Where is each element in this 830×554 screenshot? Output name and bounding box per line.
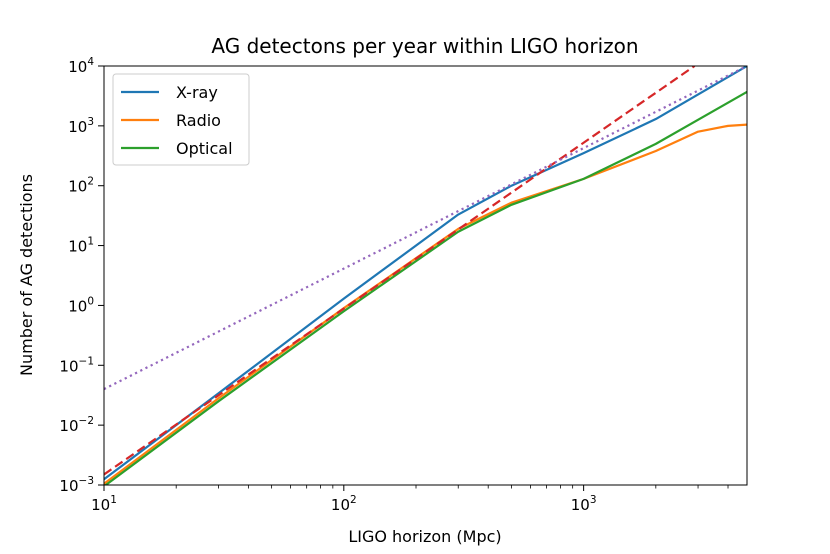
series-line-dashed-3 xyxy=(104,66,696,476)
legend: X-ray Radio Optical xyxy=(112,73,250,166)
plot-frame xyxy=(103,65,748,486)
y-tick-label: 100 xyxy=(68,295,94,315)
y-axis-label: Number of AG detections xyxy=(17,174,36,376)
series-layer xyxy=(104,66,747,485)
y-tick-label: 10−3 xyxy=(59,475,94,495)
y-tick-label: 104 xyxy=(68,56,94,76)
y-tick-label: 10−1 xyxy=(59,355,94,375)
x-tick-label: 101 xyxy=(91,494,117,514)
series-line-optical xyxy=(104,90,747,485)
legend-label: Optical xyxy=(176,139,233,158)
x-tick-label: 102 xyxy=(331,494,357,514)
y-tick-label: 10−2 xyxy=(59,415,94,435)
x-tick-label: 103 xyxy=(571,494,597,514)
y-tick-label: 103 xyxy=(68,116,94,136)
legend-label: Radio xyxy=(176,111,221,130)
chart-title: AG detectons per year within LIGO horizo… xyxy=(211,34,638,58)
y-tick-label: 101 xyxy=(68,236,94,256)
legend-box xyxy=(112,73,250,166)
x-axis-label: LIGO horizon (Mpc) xyxy=(348,527,501,546)
series-line-dotted-4 xyxy=(104,66,747,391)
series-line-x-ray xyxy=(104,66,747,481)
y-tick-label: 102 xyxy=(68,176,94,196)
legend-label: X-ray xyxy=(176,83,218,102)
ticks-layer: 101 102 103 10−3 10−2 10−1 100 101 102 103 104 xyxy=(59,56,729,514)
